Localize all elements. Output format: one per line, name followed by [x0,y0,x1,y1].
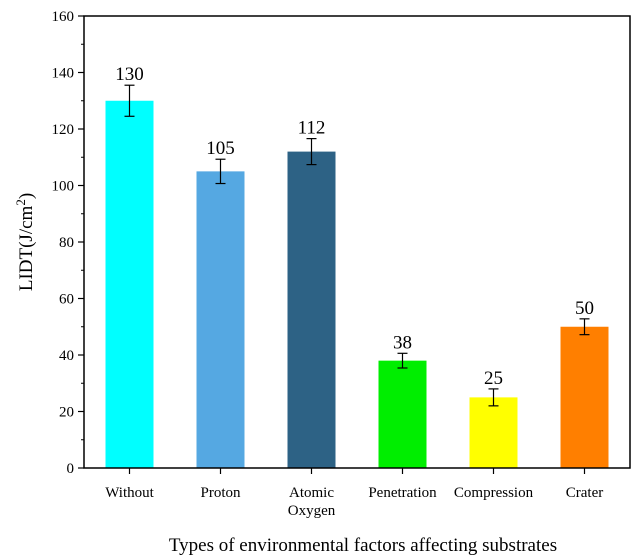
y-axis-title-superscript: 2 [13,199,28,206]
y-tick-labels-layer: 0 20 40 60 80 100 120 140 160 [52,9,75,477]
y-tick-label: 80 [59,235,74,251]
data-label: 130 [115,64,144,85]
x-tick-label: Proton [200,485,241,501]
y-tick-label: 140 [52,66,75,82]
error-bar [579,318,590,336]
y-tick-label: 20 [59,405,74,421]
bar [378,360,427,468]
error-bar [124,84,135,117]
error-bar [306,138,317,166]
x-tick-label: Penetration [368,485,437,501]
y-tick-label: 120 [52,122,75,138]
bar [560,326,609,468]
error-bar [215,158,226,185]
y-axis-title-main: LIDT(J/cm [16,205,37,291]
data-label: 112 [298,118,326,139]
x-tick-label: Without [105,485,154,501]
bar [469,397,518,468]
error-bars-layer [124,84,590,407]
data-label: 50 [575,298,594,319]
axes-layer [78,15,631,474]
y-axis-title: LIDT(J/cm2) [13,193,37,291]
y-tick-label: 0 [67,461,75,477]
y-tick-label: 100 [52,179,75,195]
x-tick-label: Atomic [289,485,334,501]
y-tick-label: 40 [59,348,74,364]
y-tick-label: 60 [59,292,74,308]
x-tick-label: Crater [566,485,603,501]
bars-layer [105,100,609,468]
error-bar [488,388,499,407]
x-axis-title: Types of environmental factors affecting… [169,535,557,556]
y-tick-label: 160 [52,9,75,25]
plot-frame [83,15,631,469]
bar [287,151,336,468]
data-label: 25 [484,368,503,389]
data-label: 38 [393,332,412,353]
data-labels-layer: 130 105 112 38 25 50 [115,64,594,389]
data-label: 105 [206,138,235,159]
bar [105,100,154,468]
error-bar [397,352,408,369]
x-tick-labels-layer: Without Proton Atomic Oxygen Penetration Comp… [105,485,603,519]
y-axis-title-end: ) [16,193,37,199]
bar [196,171,245,468]
x-tick-label: Oxygen [288,503,336,519]
x-tick-label: Compression [454,485,534,501]
